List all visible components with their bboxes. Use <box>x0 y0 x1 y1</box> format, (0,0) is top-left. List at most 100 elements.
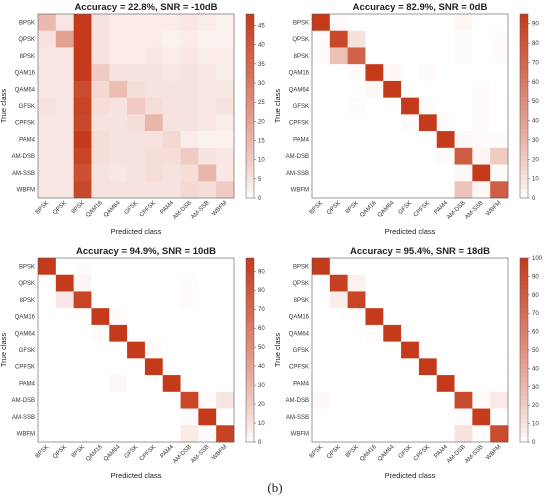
colorbar-tick-label: 60 <box>258 326 265 332</box>
heatmap-cell <box>418 408 438 426</box>
colorbar-segment <box>246 308 254 314</box>
colorbar-segment <box>520 308 528 314</box>
colorbar-segment <box>520 101 528 107</box>
colorbar-segment <box>246 294 254 300</box>
heatmap-cell <box>472 64 491 82</box>
colorbar-segment <box>246 110 254 116</box>
panel-title: Accuracy = 82.9%, SNR = 0dB <box>353 2 488 13</box>
heatmap-cell <box>383 341 402 359</box>
x-tick-label: 8PSK <box>71 444 86 459</box>
heatmap-cell <box>401 80 420 98</box>
colorbar-segment <box>246 147 254 153</box>
heatmap-cell <box>127 64 146 82</box>
heatmap-cell <box>436 14 455 32</box>
colorbar-segment <box>246 327 254 332</box>
heatmap-cell <box>144 324 164 342</box>
heatmap-cell <box>365 308 384 326</box>
plot-frame <box>311 13 509 199</box>
panel-title: Accuracy = 95.4%, SNR = 18dB <box>350 246 490 257</box>
colorbar-tick-label: 60 <box>532 80 539 86</box>
heatmap-cell <box>490 308 509 326</box>
heatmap-cell <box>55 47 74 65</box>
y-tick-label: QAM64 <box>15 331 36 337</box>
colorbar-segment <box>246 368 254 374</box>
colorbar-segment <box>246 304 254 309</box>
heatmap-cell <box>55 14 74 32</box>
heatmap-cell <box>127 425 146 443</box>
colorbar-tick-label: 15 <box>258 139 265 145</box>
colorbar-segment <box>246 175 254 180</box>
heatmap-panel: Accuracy = 95.4%, SNR = 18dBBPSKQPSK8PSK… <box>273 246 543 480</box>
colorbar-tick-label: 100 <box>532 256 543 262</box>
colorbar-segment <box>246 414 254 420</box>
colorbar-segment <box>520 258 528 263</box>
heatmap-cell <box>180 80 199 98</box>
heatmap-cell <box>55 274 74 292</box>
heatmap-cell <box>418 147 438 165</box>
heatmap-cell <box>73 47 92 65</box>
colorbar-segment <box>520 377 528 383</box>
colorbar-segment <box>246 432 254 438</box>
heatmap-cell <box>365 324 384 342</box>
colorbar-segment <box>246 271 254 277</box>
heatmap-cell <box>401 30 420 48</box>
colorbar-tick-label: 90 <box>532 274 539 280</box>
colorbar-segment <box>520 60 528 65</box>
colorbar-segment <box>520 267 528 273</box>
heatmap-cell <box>144 391 164 409</box>
y-tick-label: QAM16 <box>15 71 36 77</box>
heatmap-cell <box>347 131 366 149</box>
confusion-matrix-figure: Accuracy = 22.8%, SNR = -10dBBPSKQPSK8PS… <box>0 2 543 480</box>
heatmap-cell <box>329 375 348 393</box>
heatmap-cell <box>436 341 455 359</box>
heatmap-cell <box>127 258 146 276</box>
heatmap-cell <box>347 408 366 426</box>
colorbar-segment <box>520 409 528 415</box>
y-tick-label: BPSK <box>293 264 309 270</box>
colorbar-segment <box>246 359 254 365</box>
heatmap-cell <box>180 14 199 32</box>
heatmap-cell <box>55 30 74 48</box>
colorbar-segment <box>246 382 254 388</box>
colorbar-segment <box>520 50 528 56</box>
heatmap-cell <box>55 164 74 182</box>
heatmap-cell <box>198 408 217 426</box>
heatmap-cell <box>109 47 128 65</box>
y-tick-label: QAM64 <box>289 331 310 337</box>
heatmap-cell <box>162 324 181 342</box>
colorbar-segment <box>246 336 254 342</box>
heatmap-cell <box>180 308 199 326</box>
y-tick-label: PAM4 <box>19 137 36 143</box>
heatmap-cell <box>401 131 420 149</box>
colorbar-tick-label: 40 <box>258 43 265 49</box>
heatmap-cell <box>436 47 455 65</box>
colorbar-segment <box>520 110 528 116</box>
colorbar-segment <box>246 193 254 199</box>
heatmap-cell <box>436 425 455 443</box>
heatmap-cell <box>127 408 146 426</box>
heatmap-cell <box>38 324 57 342</box>
heatmap-cell <box>401 375 420 393</box>
heatmap-cell <box>365 358 384 376</box>
colorbar-segment <box>246 106 254 111</box>
panel-title: Accuracy = 22.8%, SNR = -10dB <box>74 2 217 13</box>
x-tick-label: QAM16 <box>359 200 378 219</box>
heatmap-cell <box>383 97 402 115</box>
heatmap-cell <box>401 341 420 359</box>
y-tick-label: AM-SSB <box>12 171 35 177</box>
heatmap-cell <box>55 181 74 199</box>
colorbar-segment <box>520 285 528 291</box>
heatmap-cell <box>436 131 455 149</box>
heatmap-cell <box>144 274 164 292</box>
heatmap-cell <box>162 30 181 48</box>
heatmap-cell <box>329 114 348 132</box>
heatmap-cell <box>73 274 92 292</box>
heatmap-cell <box>198 147 217 165</box>
heatmap-cell <box>418 164 438 182</box>
heatmap-cell <box>418 258 438 276</box>
heatmap-cell <box>418 324 438 342</box>
heatmap-cell <box>109 258 128 276</box>
heatmap-cell <box>454 358 473 376</box>
heatmap-panel: Accuracy = 82.9%, SNR = 0dBBPSKQPSK8PSKQ… <box>273 2 539 236</box>
x-tick-label: 8PSK <box>345 200 360 215</box>
